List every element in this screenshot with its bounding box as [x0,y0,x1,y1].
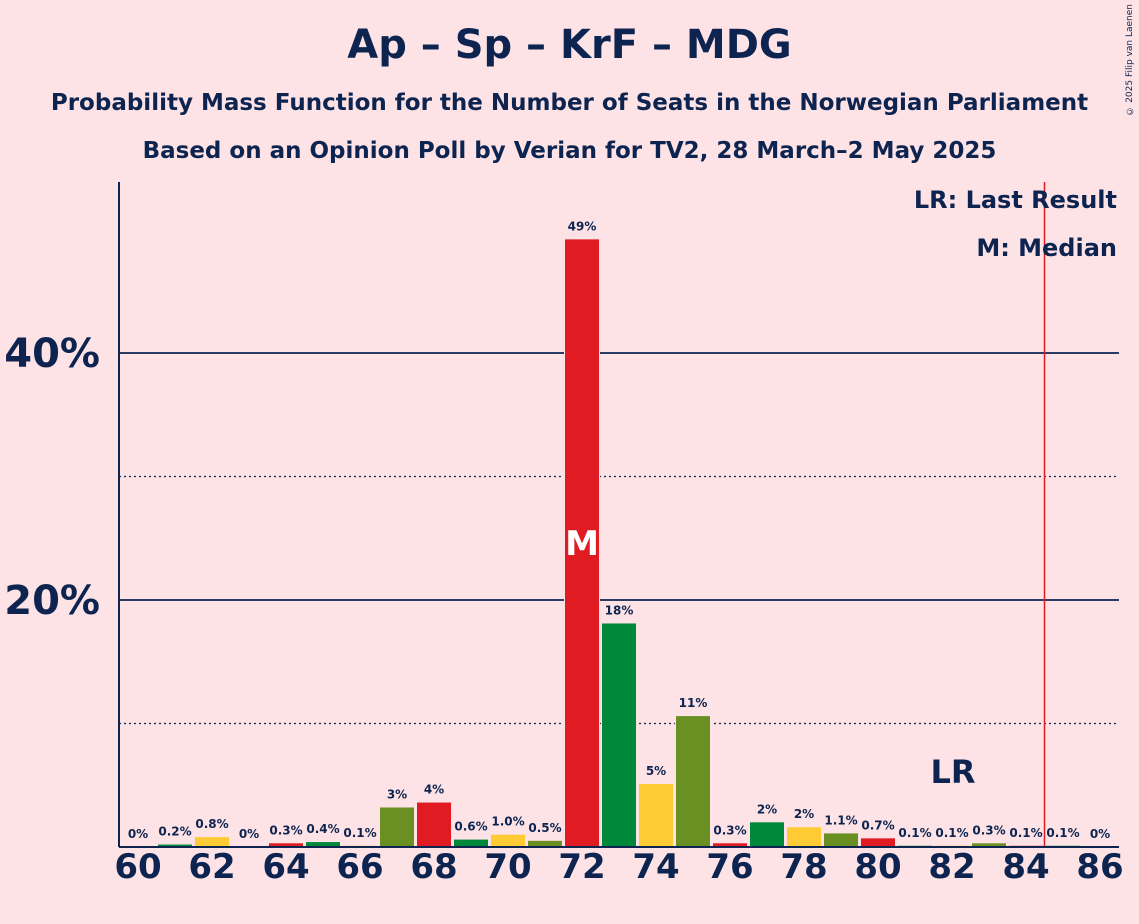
bar-seat-64 [269,843,303,847]
bar-value-label: 0.5% [528,821,561,835]
bar-value-label: 0.7% [861,818,894,832]
bar-value-label: 5% [646,764,666,778]
bar-seat-80 [861,838,895,847]
bar-value-label: 18% [605,603,634,617]
bar-seat-61 [158,844,192,847]
median-marker: M [565,524,599,564]
bar-value-label: 1.1% [824,813,857,827]
x-tick-label: 64 [262,847,309,887]
bar-value-label: 3% [387,787,407,801]
bar-value-label: 2% [757,802,777,816]
bar-seat-68 [417,802,451,847]
bar-value-label: 0.1% [935,826,968,840]
bar-value-label: 11% [679,696,708,710]
bar-value-label: 0% [1090,827,1110,841]
bar-value-label: 4% [424,783,444,797]
x-tick-label: 86 [1076,847,1123,887]
x-tick-label: 80 [854,847,901,887]
bar-value-label: 0% [239,827,259,841]
bar-value-label: 0.8% [195,817,228,831]
bar-value-label: 0.3% [269,823,302,837]
x-tick-label: 82 [928,847,975,887]
y-tick-label: 20% [4,578,100,624]
bar-value-label: 0.6% [454,820,487,834]
x-tick-label: 78 [780,847,827,887]
x-tick-label: 84 [1002,847,1049,887]
last-result-marker: LR [930,753,975,791]
x-tick-label: 72 [558,847,605,887]
legend-median: M: Median [976,234,1117,262]
bar-seat-69 [454,839,488,847]
bar-value-label: 0.3% [972,823,1005,837]
bar-value-label: 0.3% [713,823,746,837]
bar-value-label: 0.1% [1009,826,1042,840]
bar-seat-72 [565,239,599,847]
bar-seat-70 [491,834,525,847]
bar-value-label: 0.4% [306,822,339,836]
bar-value-label: 0.1% [1046,826,1079,840]
legend-last-result: LR: Last Result [913,186,1117,214]
x-tick-label: 66 [336,847,383,887]
x-tick-label: 70 [484,847,531,887]
x-tick-label: 76 [706,847,753,887]
bar-seat-71 [528,840,562,847]
bar-value-label: 2% [794,807,814,821]
bar-seat-77 [750,822,784,847]
bar-value-label: 0.1% [343,826,376,840]
x-tick-label: 60 [114,847,161,887]
bar-seat-74 [639,784,673,847]
bar-seat-67 [380,807,414,847]
chart-source: Based on an Opinion Poll by Verian for T… [142,138,997,164]
bar-seat-75 [676,716,710,847]
bar-seat-62 [195,837,229,847]
bar-seat-78 [787,827,821,847]
bar-value-label: 0.2% [158,825,191,839]
x-tick-label: 68 [410,847,457,887]
y-tick-label: 40% [4,331,100,377]
x-tick-label: 62 [188,847,235,887]
chart-subtitle: Probability Mass Function for the Number… [50,90,1089,116]
bar-seat-83 [972,843,1006,847]
bar-value-label: 0% [128,827,148,841]
bar-seat-65 [306,842,340,847]
bar-seat-76 [713,843,747,847]
bar-value-label: 1.0% [491,815,524,829]
bar-seat-79 [824,833,858,847]
x-tick-label: 74 [632,847,679,887]
bar-value-label: 49% [568,219,597,233]
bar-seat-73 [602,623,636,847]
bar-value-label: 0.1% [898,826,931,840]
chart-title: Ap – Sp – KrF – MDG [347,22,792,68]
